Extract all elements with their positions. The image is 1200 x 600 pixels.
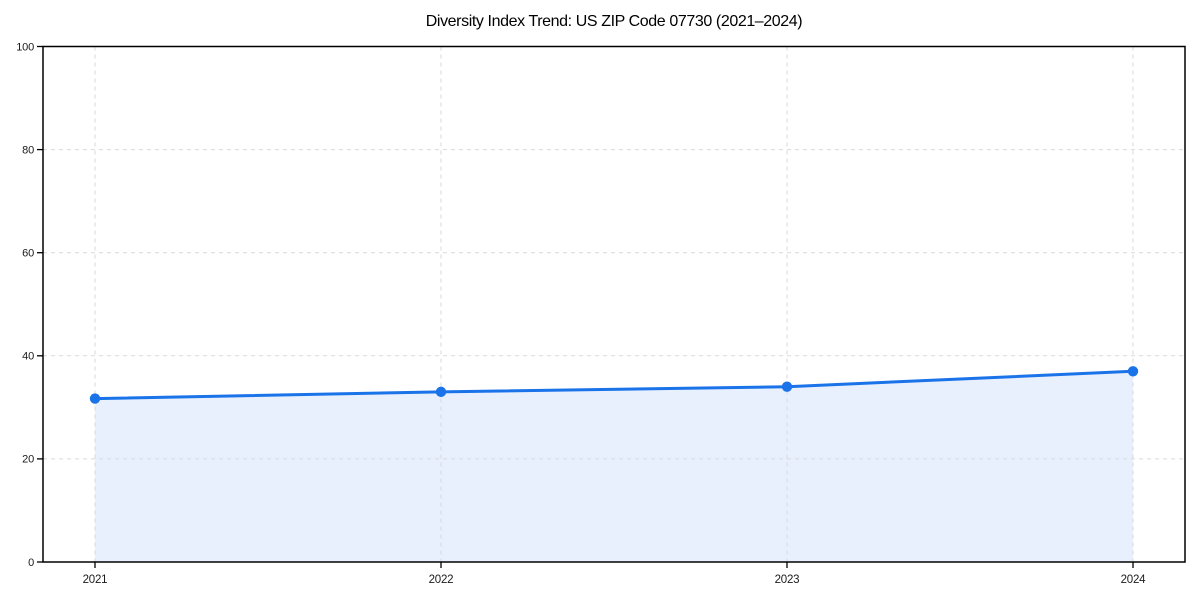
y-tick-label: 100	[16, 41, 34, 53]
trend-line	[93, 369, 1135, 401]
area-fill	[95, 371, 1133, 562]
data-point-marker	[781, 381, 793, 392]
plot-border	[42, 45, 1186, 563]
y-tick-label: 40	[22, 351, 34, 363]
y-tick-label: 20	[22, 454, 34, 466]
data-point-marker	[435, 386, 447, 398]
y-tick-label: 80	[22, 144, 34, 156]
x-tick-label: 2022	[429, 574, 454, 586]
x-tick-label: 2023	[775, 574, 800, 586]
x-tick-label: 2024	[1121, 574, 1147, 586]
data-point-marker	[1127, 366, 1139, 377]
y-tick-label: 0	[28, 557, 34, 569]
y-tick-label: 60	[22, 248, 34, 260]
data-point-marker	[89, 393, 101, 404]
chart-title: Diversity Index Trend: US ZIP Code 07730…	[425, 13, 803, 30]
x-tick-label: 2021	[83, 574, 108, 586]
